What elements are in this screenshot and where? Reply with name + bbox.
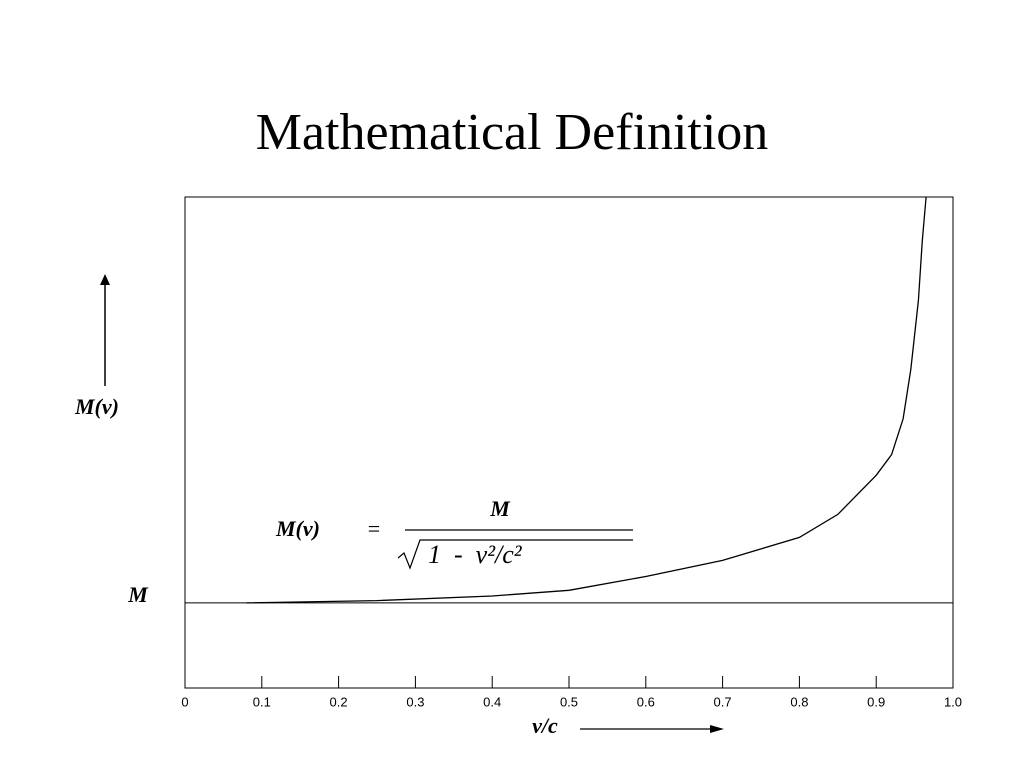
curve	[246, 196, 927, 604]
x-tick-label: 0.3	[406, 694, 424, 709]
x-tick-label: 0.6	[637, 694, 655, 709]
x-arrowhead	[710, 725, 724, 733]
x-tick-label: 0.7	[714, 694, 732, 709]
x-tick-label: 0.8	[790, 694, 808, 709]
x-tick-label: 0	[181, 694, 188, 709]
slide-title: Mathematical Definition	[256, 104, 769, 161]
x-axis-label: v/c	[532, 713, 558, 738]
formula-numerator: M	[489, 496, 511, 521]
formula-equals: =	[368, 516, 380, 541]
y-arrowhead	[100, 274, 110, 285]
reference-label: M	[127, 582, 149, 607]
x-tick-label: 0.2	[330, 694, 348, 709]
plot-frame	[184, 196, 954, 689]
sqrt-sign	[397, 539, 633, 570]
formula-denominator: 1 - v²/c²	[428, 540, 523, 569]
x-tick-label: 1.0	[944, 694, 962, 709]
y-axis-label: M(v)	[74, 394, 119, 419]
x-tick-label: 0.5	[560, 694, 578, 709]
x-tick-label: 0.1	[253, 694, 271, 709]
x-tick-label: 0.9	[867, 694, 885, 709]
x-tick-label: 0.4	[483, 694, 501, 709]
formula-lhs: M(v)	[275, 516, 320, 541]
